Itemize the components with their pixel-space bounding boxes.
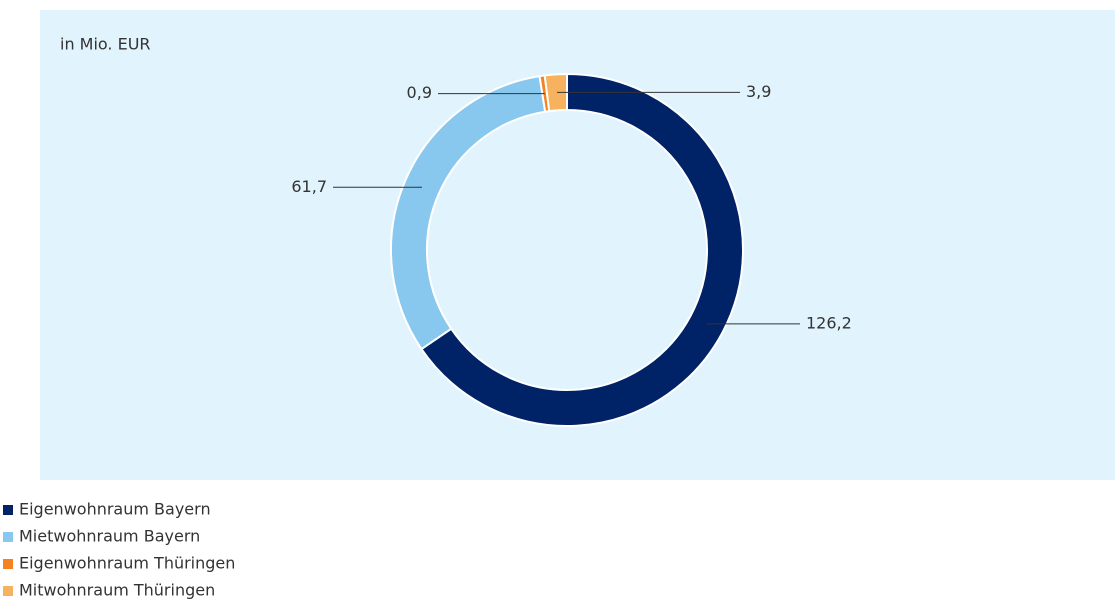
donut-slice <box>420 72 744 427</box>
legend-swatch <box>3 559 13 569</box>
legend-swatch <box>3 505 13 515</box>
data-label: 126,2 <box>806 313 852 332</box>
legend-label: Mitwohnraum Thüringen <box>19 581 215 600</box>
legend-swatch <box>3 532 13 542</box>
legend-label: Eigenwohnraum Bayern <box>19 500 211 519</box>
legend-label: Eigenwohnraum Thüringen <box>19 554 235 573</box>
chart-subtitle: in Mio. EUR <box>60 35 151 54</box>
legend-swatch <box>3 586 13 596</box>
data-label: 0,9 <box>407 83 432 102</box>
legend-label: Mietwohnraum Bayern <box>19 527 200 546</box>
data-label: 61,7 <box>291 177 327 196</box>
donut-slice <box>543 72 568 113</box>
data-label: 3,9 <box>746 82 771 101</box>
